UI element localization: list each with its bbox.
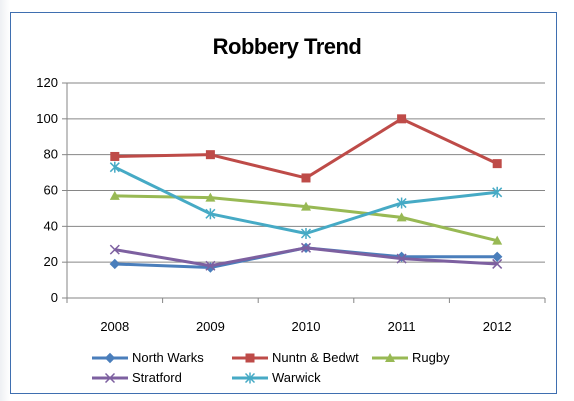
legend-label: Rugby [412, 350, 450, 365]
data-point-stratford [300, 242, 312, 253]
data-point-nuntn-bedwt [205, 150, 215, 160]
y-tick-label: 120 [36, 75, 58, 90]
data-point-rugby [205, 192, 216, 202]
y-tick-label: 60 [44, 183, 58, 198]
x-tick-label: 2008 [100, 319, 129, 334]
data-point-warwick [109, 161, 120, 173]
legend-swatch-rugby [372, 352, 408, 362]
page-edge-shadow [0, 0, 10, 401]
chart-title: Robbery Trend [212, 34, 362, 59]
data-point-north-warks [109, 258, 121, 270]
legend-marker [245, 353, 255, 362]
legend-marker [104, 372, 116, 383]
y-tick-label: 80 [44, 147, 58, 162]
data-point-rugby [109, 190, 120, 200]
legend-item-warwick: Warwick [232, 370, 321, 385]
data-point-nuntn-bedwt [397, 114, 407, 124]
data-point-stratford [109, 244, 120, 255]
y-tick-label: 20 [44, 254, 58, 269]
chart-frame [10, 12, 557, 394]
legend-marker [244, 372, 256, 383]
legend-label: North Warks [132, 350, 204, 365]
data-point-nuntn-bedwt [301, 173, 311, 183]
x-tick-label: 2012 [483, 319, 512, 334]
data-point-warwick [396, 197, 407, 209]
data-point-nuntn-bedwt [492, 159, 502, 169]
legend-item-north-warks: North Warks [92, 350, 204, 365]
legend-marker [385, 352, 395, 362]
x-tick-label: 2011 [388, 319, 416, 334]
legend-item-rugby: Rugby [372, 350, 450, 365]
legend-label: Nuntn & Bedwt [272, 350, 359, 365]
data-point-warwick [492, 186, 503, 198]
data-point-nuntn-bedwt [110, 151, 120, 161]
y-tick-label: 0 [51, 290, 58, 305]
y-tick-label: 100 [36, 111, 58, 126]
legend-swatch-north-warks [92, 352, 128, 363]
legend-label: Stratford [132, 370, 182, 385]
data-point-stratford [396, 253, 407, 264]
legend-swatch-stratford [92, 372, 128, 383]
data-point-rugby [396, 212, 407, 222]
data-point-warwick [205, 208, 216, 220]
series-line-nuntn-bedwt [114, 117, 498, 180]
data-point-rugby [492, 235, 503, 245]
data-point-stratford [492, 258, 503, 269]
y-tick-label: 40 [44, 218, 58, 233]
legend-marker [104, 352, 116, 363]
legend-item-nuntn-bedwt: Nuntn & Bedwt [232, 350, 359, 365]
legend-swatch-nuntn-bedwt [232, 353, 268, 362]
data-point-stratford [205, 260, 216, 271]
legend-item-stratford: Stratford [92, 370, 182, 385]
legend-label: Warwick [272, 370, 321, 385]
x-tick-label: 2010 [292, 319, 321, 334]
data-point-warwick [300, 228, 312, 239]
data-point-north-warks [491, 251, 503, 262]
data-point-rugby [301, 201, 311, 211]
legend-swatch-warwick [232, 372, 268, 383]
x-tick-label: 2009 [196, 319, 225, 334]
